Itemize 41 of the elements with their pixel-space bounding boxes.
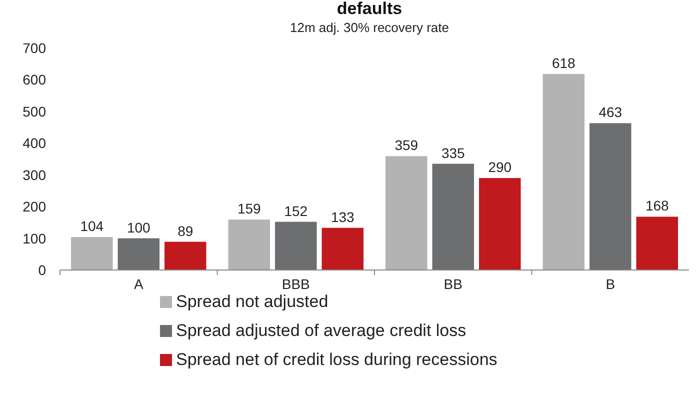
- bar: [71, 237, 113, 270]
- data-label: 335: [441, 144, 466, 161]
- y-tick-label: 500: [22, 103, 46, 120]
- bar: [636, 216, 678, 270]
- data-label: 618: [552, 55, 576, 72]
- data-label: 359: [394, 137, 418, 154]
- data-label: 159: [237, 200, 262, 217]
- bar: [164, 242, 206, 270]
- data-label: 290: [488, 159, 512, 176]
- y-tick-label: 100: [22, 230, 46, 246]
- data-label: 152: [284, 202, 308, 219]
- x-tick-label: BBB: [282, 276, 310, 292]
- x-tick-label: B: [606, 276, 616, 292]
- y-tick-label: 400: [22, 135, 46, 152]
- data-label: 133: [330, 208, 355, 225]
- y-tick-label: 300: [22, 166, 46, 183]
- chart-title: defaults: [336, 0, 402, 18]
- bar: [322, 228, 364, 270]
- data-label: 168: [645, 198, 670, 214]
- data-label: 104: [80, 218, 104, 234]
- data-label: 89: [178, 222, 194, 239]
- bar: [275, 222, 317, 270]
- data-label: 100: [126, 219, 151, 236]
- bar: [432, 164, 474, 270]
- legend-label: Spread adjusted of average credit loss: [176, 321, 466, 340]
- bar: [542, 74, 585, 270]
- bar: [228, 220, 270, 270]
- bar: [478, 178, 521, 270]
- y-tick-label: 0: [38, 262, 46, 278]
- x-tick-label: BB: [444, 276, 462, 292]
- data-label: 463: [598, 104, 622, 120]
- legend-label: Spread net of credit loss during recessions: [176, 350, 498, 369]
- bar: [118, 238, 160, 270]
- y-tick-label: 200: [22, 198, 46, 215]
- bar: [590, 123, 632, 270]
- chart-subtitle: 12m adj. 30% recovery rate: [290, 20, 449, 35]
- legend-label: Spread not adjusted: [176, 292, 328, 311]
- y-tick-label: 700: [22, 40, 46, 56]
- bar: [386, 156, 428, 270]
- x-tick-label: A: [134, 276, 144, 292]
- y-tick-label: 600: [22, 72, 46, 88]
